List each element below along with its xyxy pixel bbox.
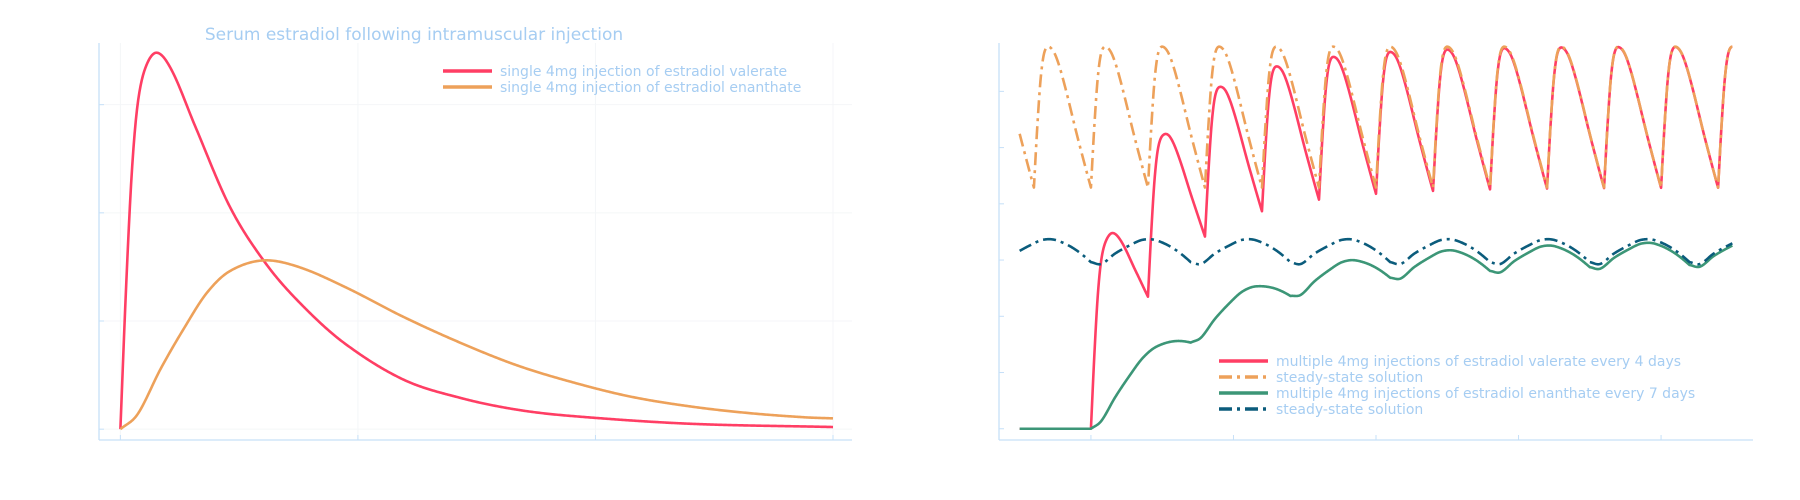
chart-title: Serum estradiol following intramuscular …: [205, 25, 623, 45]
series-line-2: [1018, 241, 1734, 431]
legend-label-valerate: single 4mg injection of estradiol valera…: [500, 64, 787, 80]
legend-label-valerate-multiple: multiple 4mg injections of estradiol val…: [1276, 354, 1681, 370]
left-lines: [119, 51, 834, 431]
left-axes: [98, 43, 852, 441]
right-chart: multiple 4mg injections of estradiol val…: [998, 43, 1753, 441]
legend-label-enanthate-multiple: multiple 4mg injections of estradiol ena…: [1276, 386, 1695, 402]
legend-label-enanthate: single 4mg injection of estradiol enanth…: [500, 80, 801, 96]
series-line-1: [119, 259, 834, 431]
left-grid: [99, 43, 852, 440]
series-line-1: [1018, 45, 1734, 189]
right-lines: [1018, 45, 1734, 431]
left-legend: single 4mg injection of estradiol valera…: [443, 64, 801, 96]
left-chart: Serum estradiol following intramuscular …: [98, 25, 852, 441]
legend-label-enanthate-steady: steady-state solution: [1276, 402, 1423, 418]
right-legend: multiple 4mg injections of estradiol val…: [1219, 354, 1695, 418]
series-line-0: [119, 51, 834, 430]
right-axes: [998, 43, 1753, 441]
series-line-3: [1018, 237, 1734, 266]
legend-label-valerate-steady: steady-state solution: [1276, 370, 1423, 386]
